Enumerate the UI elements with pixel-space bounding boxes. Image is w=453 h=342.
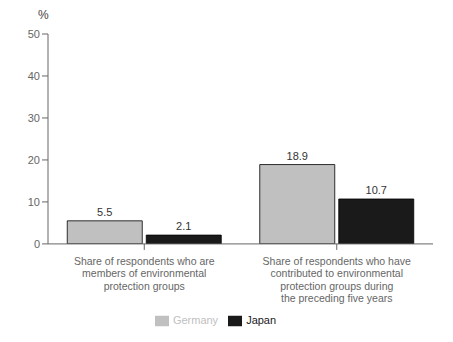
html-text:Japan: Japan [246, 313, 277, 326]
svg-text:2.1: 2.1 [176, 220, 191, 232]
html-text:Germany: Germany [172, 313, 219, 326]
svg-text:Share of respondents who areme: Share of respondents who aremembers of e… [74, 255, 215, 291]
svg-text:18.9: 18.9 [287, 150, 308, 162]
svg-text:10: 10 [28, 196, 40, 208]
svg-text:20: 20 [28, 154, 40, 166]
svg-text:10.7: 10.7 [366, 184, 387, 196]
svg-text:Share of respondents who havec: Share of respondents who havecontributed… [263, 255, 411, 303]
svg-text:40: 40 [28, 70, 40, 82]
svg-text:30: 30 [28, 112, 40, 124]
svg-text:0: 0 [34, 238, 40, 250]
svg-text:50: 50 [28, 28, 40, 40]
svg-text:5.5: 5.5 [97, 206, 112, 218]
